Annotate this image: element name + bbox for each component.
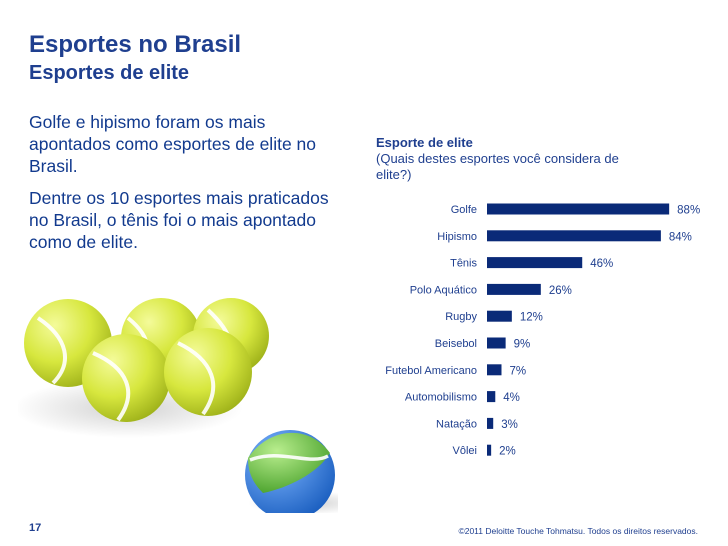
page-number: 17 xyxy=(29,522,42,534)
value-label: 88% xyxy=(677,205,700,217)
copyright-notice: ©2011 Deloitte Touche Tohmatsu. Todos os… xyxy=(458,526,698,536)
category-label: Futebol Americano xyxy=(385,365,477,377)
category-label: Natação xyxy=(436,418,477,430)
category-label: Automobilismo xyxy=(405,392,477,404)
value-label: 4% xyxy=(503,392,520,404)
value-label: 12% xyxy=(520,312,543,324)
page-title: Esportes no Brasil xyxy=(29,31,242,58)
value-label: 2% xyxy=(499,446,516,458)
intro-paragraph: Golfe e hipismo foram os mais apontados … xyxy=(29,112,316,176)
value-label: 84% xyxy=(669,231,692,243)
category-label: Vôlei xyxy=(453,445,477,457)
category-label: Polo Aquático xyxy=(410,284,477,296)
bar xyxy=(487,283,541,295)
value-label: 46% xyxy=(590,258,613,270)
tennis-ball xyxy=(82,334,170,422)
tennis-balls-illustration xyxy=(18,298,338,513)
category-label: Golfe xyxy=(451,204,477,216)
chart-heading: Esporte de elite (Quais destes esportes … xyxy=(376,135,646,183)
category-label: Rugby xyxy=(445,311,477,323)
bar xyxy=(487,391,496,403)
page-subtitle: Esportes de elite xyxy=(29,62,190,84)
bar xyxy=(487,337,506,349)
bar xyxy=(487,230,661,242)
detail-paragraph: Dentre os 10 esportes mais praticados no… xyxy=(29,188,329,252)
category-label: Tênis xyxy=(450,258,477,270)
bar xyxy=(487,417,494,429)
value-label: 26% xyxy=(549,285,572,297)
elite-sports-bar-chart: Golfe 88% Hipismo 84% Tênis 46% Polo Aquático 2… xyxy=(385,203,700,458)
bar xyxy=(487,310,512,322)
category-label: Hipismo xyxy=(437,231,477,243)
bar xyxy=(487,257,583,269)
chart-title: Esporte de elite xyxy=(376,135,473,150)
bar xyxy=(487,364,502,376)
category-label: Beisebol xyxy=(435,338,477,350)
bar xyxy=(487,444,492,456)
tennis-ball xyxy=(164,328,252,416)
blue-green-ball xyxy=(245,430,335,513)
bar xyxy=(487,203,670,215)
value-label: 9% xyxy=(514,339,531,351)
value-label: 7% xyxy=(509,365,526,377)
footer-divider xyxy=(29,517,699,518)
value-label: 3% xyxy=(501,419,518,431)
chart-question: (Quais destes esportes você considera de… xyxy=(376,151,619,182)
